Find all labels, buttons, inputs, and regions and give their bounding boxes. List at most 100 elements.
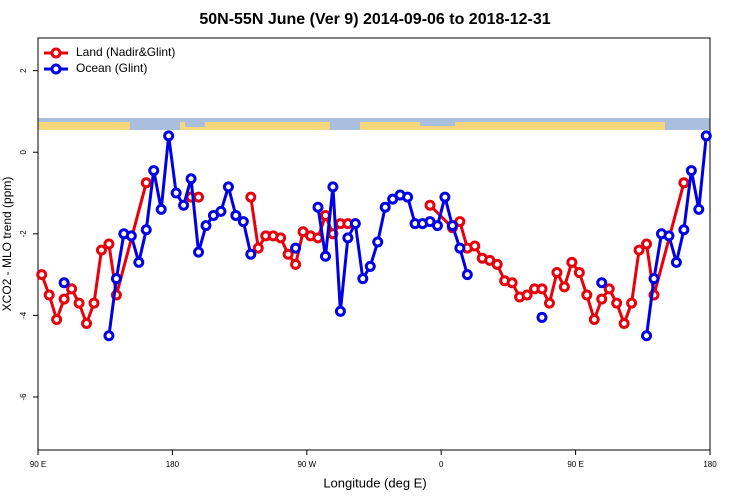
data-point <box>163 130 175 142</box>
data-point <box>641 330 653 342</box>
data-point <box>372 236 384 248</box>
data-point <box>342 232 354 244</box>
data-point <box>103 330 115 342</box>
data-point <box>245 248 257 260</box>
data-point <box>402 191 414 203</box>
data-point <box>95 244 107 256</box>
data-point <box>51 313 63 325</box>
data-point <box>446 220 458 232</box>
data-point <box>678 224 690 236</box>
data-point <box>125 230 137 242</box>
data-point <box>155 203 167 215</box>
data-point <box>81 318 93 330</box>
data-point <box>319 250 331 262</box>
data-point <box>618 318 630 330</box>
data-point <box>641 238 653 250</box>
data-point <box>58 293 70 305</box>
data-point <box>543 297 555 309</box>
chart-title: 50N-55N June (Ver 9) 2014-09-06 to 2018-… <box>199 11 550 28</box>
data-point <box>290 242 302 254</box>
data-point <box>439 191 451 203</box>
y-tick-label: 2 <box>19 68 28 73</box>
data-point <box>133 256 145 268</box>
y-axis-label: XCO2 - MLO trend (ppm) <box>0 177 14 312</box>
data-point <box>252 242 264 254</box>
data-point <box>364 260 376 272</box>
data-point <box>693 203 705 215</box>
data-point <box>566 256 578 268</box>
data-point <box>506 277 518 289</box>
data-point <box>66 283 78 295</box>
data-point <box>334 305 346 317</box>
y-tick-label: -4 <box>19 311 28 319</box>
data-point <box>140 177 152 189</box>
data-point <box>633 244 645 256</box>
legend-marker <box>50 63 62 75</box>
data-point <box>581 289 593 301</box>
data-point <box>312 201 324 213</box>
data-point <box>140 224 152 236</box>
data-point <box>327 181 339 193</box>
data-point <box>626 297 638 309</box>
data-point <box>700 130 712 142</box>
data-point <box>170 187 182 199</box>
data-point <box>424 199 436 211</box>
data-point <box>551 267 563 279</box>
legend-label: Ocean (Glint) <box>76 61 147 75</box>
x-tick-label: 180 <box>703 460 717 469</box>
data-point <box>357 273 369 285</box>
data-point <box>536 311 548 323</box>
data-point <box>73 297 85 309</box>
data-point <box>58 277 70 289</box>
x-tick-label: 180 <box>166 460 180 469</box>
data-point <box>245 191 257 203</box>
data-point <box>193 191 205 203</box>
data-point <box>685 165 697 177</box>
data-point <box>148 165 160 177</box>
data-point <box>678 177 690 189</box>
data-point <box>103 238 115 250</box>
data-point <box>379 201 391 213</box>
data-point <box>521 289 533 301</box>
data-point <box>454 242 466 254</box>
data-point <box>110 273 122 285</box>
data-point <box>185 173 197 185</box>
data-point <box>611 297 623 309</box>
plot-frame <box>37 37 711 451</box>
data-point <box>178 199 190 211</box>
data-point <box>282 248 294 260</box>
legend-marker <box>50 47 62 59</box>
data-point <box>230 209 242 221</box>
data-point <box>603 283 615 295</box>
data-point <box>349 218 361 230</box>
y-tick-label: 0 <box>19 149 28 154</box>
data-point <box>596 277 608 289</box>
data-point <box>469 240 481 252</box>
x-tick-label: 90 W <box>297 460 316 469</box>
y-tick-label: -2 <box>19 230 28 238</box>
data-point <box>36 269 48 281</box>
data-point <box>588 313 600 325</box>
data-point <box>596 293 608 305</box>
legend-label: Land (Nadir&Glint) <box>76 45 175 59</box>
data-point <box>670 256 682 268</box>
data-point <box>200 220 212 232</box>
data-point <box>663 230 675 242</box>
x-tick-label: 0 <box>439 460 444 469</box>
data-point <box>215 205 227 217</box>
data-point <box>461 269 473 281</box>
data-point <box>43 289 55 301</box>
data-point <box>275 232 287 244</box>
data-point <box>536 283 548 295</box>
data-point <box>222 181 234 193</box>
data-point <box>431 220 443 232</box>
x-tick-label: 90 E <box>30 460 46 469</box>
y-tick-label: -6 <box>19 393 28 401</box>
data-point <box>648 273 660 285</box>
data-point <box>193 246 205 258</box>
data-point <box>290 258 302 270</box>
series-line <box>40 182 686 328</box>
data-point <box>558 281 570 293</box>
